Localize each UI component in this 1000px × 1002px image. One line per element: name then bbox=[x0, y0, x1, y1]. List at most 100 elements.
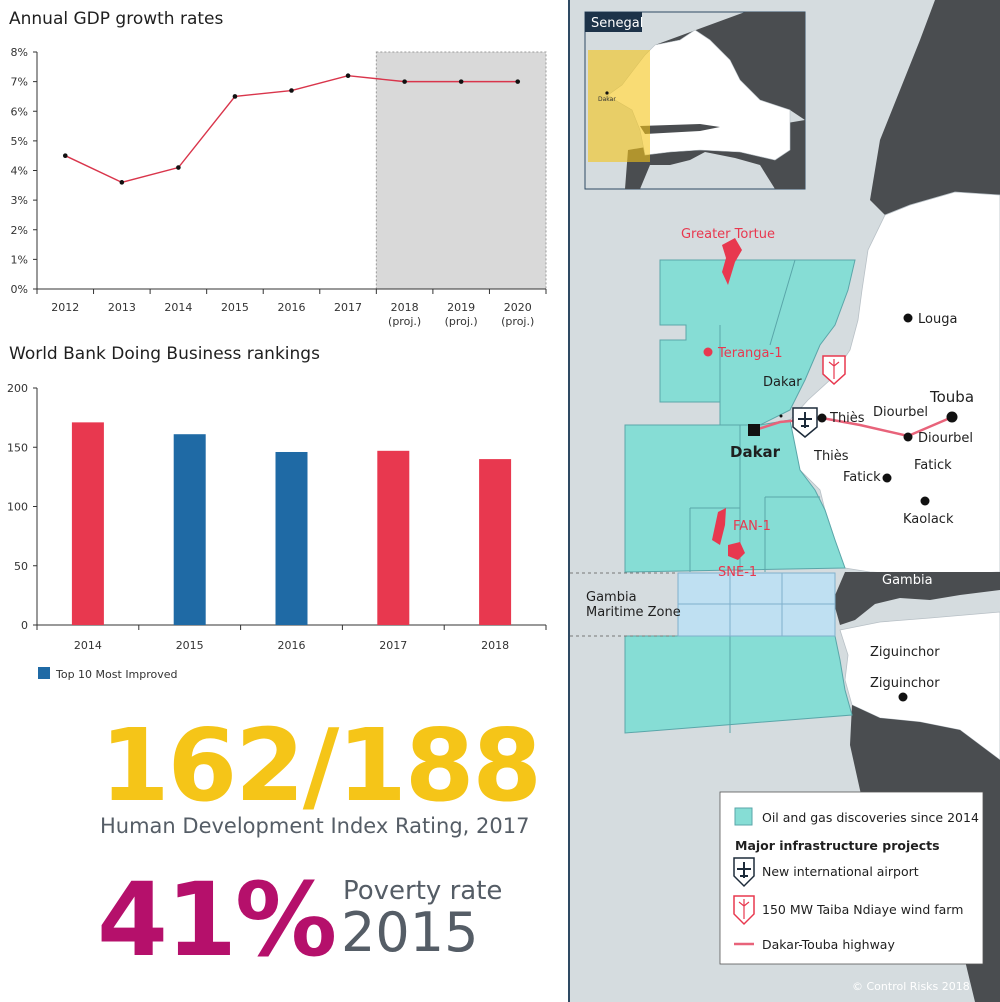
gdp-point bbox=[176, 165, 181, 170]
fatick-marker bbox=[882, 473, 892, 483]
bar-y-tick-label: 150 bbox=[7, 441, 28, 454]
gambia-zone-label-2: Maritime Zone bbox=[586, 605, 681, 620]
gdp-y-tick-label: 2% bbox=[11, 224, 28, 237]
gdp-point bbox=[515, 79, 521, 84]
ranking-bar bbox=[275, 451, 308, 625]
diourbel-label-2: Diourbel bbox=[918, 431, 973, 446]
senegal-land bbox=[769, 191, 1000, 576]
gdp-chart-title: Annual GDP growth rates bbox=[9, 9, 224, 29]
gdp-x-tick-label: 2013 bbox=[108, 301, 136, 314]
inset-highlight bbox=[588, 50, 650, 162]
gdp-y-tick-label: 0% bbox=[11, 283, 28, 296]
bar-x-tick-label: 2014 bbox=[74, 639, 102, 652]
gdp-x-tick-label: 2012 bbox=[51, 301, 79, 314]
bar-y-tick-label: 0 bbox=[21, 619, 28, 632]
gdp-x-tick-label: (proj.) bbox=[388, 315, 421, 328]
fatick-label-1: Fatick bbox=[843, 470, 881, 485]
fan-1-field bbox=[712, 508, 726, 545]
gambia-zone-label-1: Gambia bbox=[586, 590, 637, 605]
dakar-label: Dakar bbox=[730, 443, 781, 461]
diourbel-label-1: Diourbel bbox=[873, 405, 928, 420]
bar-x-tick-label: 2016 bbox=[278, 639, 306, 652]
legend-oil-label: Oil and gas discoveries since 2014 bbox=[762, 810, 979, 825]
thies-label-1: Thiès bbox=[829, 411, 865, 426]
ranking-bar bbox=[71, 422, 104, 625]
bar-x-tick-label: 2017 bbox=[379, 639, 407, 652]
kaolack-label: Kaolack bbox=[903, 512, 954, 527]
ranking-bar bbox=[377, 450, 410, 625]
poverty-year: 2015 bbox=[341, 901, 479, 964]
dakar-touba-highway bbox=[754, 416, 951, 438]
touba-label: Touba bbox=[929, 388, 974, 406]
poverty-label: Poverty rate bbox=[343, 876, 503, 906]
legend-oil-swatch bbox=[734, 807, 753, 826]
gdp-x-tick-label: 2019 bbox=[447, 301, 475, 314]
gdp-point bbox=[345, 73, 351, 78]
gdp-x-tick-label: 2016 bbox=[278, 301, 306, 314]
gambia-country-label: Gambia bbox=[882, 573, 933, 588]
panel-divider bbox=[568, 0, 570, 1002]
gdp-y-tick-label: 8% bbox=[11, 46, 28, 59]
sne-1-field bbox=[728, 542, 745, 560]
louga-marker bbox=[903, 313, 913, 323]
thies-marker bbox=[817, 413, 827, 423]
thies-label-2: Thiès bbox=[813, 449, 849, 464]
copyright: © Control Risks 2018 bbox=[852, 980, 970, 993]
gdp-y-tick-label: 5% bbox=[11, 135, 28, 148]
inset-dakar-label: Dakar bbox=[598, 96, 616, 103]
bar-y-tick-label: 200 bbox=[7, 382, 28, 395]
fan-1-label: FAN-1 bbox=[733, 519, 771, 534]
dakar-small-label: Dakar bbox=[763, 375, 802, 390]
inset-title: Senegal bbox=[591, 16, 643, 31]
gdp-point bbox=[62, 153, 68, 158]
legend-airport-icon bbox=[733, 857, 755, 888]
legend-wind-icon bbox=[733, 895, 755, 926]
wind-farm-map-icon bbox=[822, 355, 846, 386]
teranga-1-marker bbox=[703, 347, 713, 357]
hdi-label: Human Development Index Rating, 2017 bbox=[100, 814, 530, 838]
gdp-y-tick-label: 1% bbox=[11, 253, 28, 266]
bar-x-tick-label: 2018 bbox=[481, 639, 509, 652]
gdp-point bbox=[402, 79, 407, 84]
ranking-bar bbox=[173, 434, 206, 625]
hdi-value: 162/188 bbox=[100, 707, 542, 824]
ranking-chart-title: World Bank Doing Business rankings bbox=[9, 344, 320, 364]
inset-title-box bbox=[585, 12, 642, 32]
legend-swatch bbox=[38, 667, 50, 679]
legend-heading: Major infrastructure projects bbox=[735, 838, 940, 853]
bar-y-tick-label: 100 bbox=[7, 501, 28, 514]
louga-label: Louga bbox=[918, 312, 957, 327]
gdp-x-tick-label: (proj.) bbox=[445, 315, 478, 328]
gdp-line-chart: 0% 1% 2% 3% 4% 5% 6% 7% 8% 2012 2013 2014 2015 2016 20… bbox=[11, 46, 547, 328]
gdp-point bbox=[232, 94, 238, 99]
dakar-small-marker bbox=[779, 414, 783, 418]
gdp-y-tick-label: 7% bbox=[11, 76, 28, 89]
gdp-point bbox=[289, 88, 294, 93]
gdp-y-tick-label: 6% bbox=[11, 105, 28, 118]
gdp-x-tick-label: 2014 bbox=[164, 301, 192, 314]
projection-shade bbox=[375, 51, 547, 290]
kaolack-marker bbox=[920, 496, 930, 506]
ranking-bar bbox=[479, 459, 512, 625]
sne-1-label: SNE-1 bbox=[718, 565, 757, 580]
gdp-x-tick-label: 2017 bbox=[334, 301, 362, 314]
mauritania-land bbox=[870, 0, 1000, 215]
poverty-value: 41% bbox=[97, 861, 337, 980]
legend-airport-label: New international airport bbox=[762, 864, 919, 879]
legend-label: Top 10 Most Improved bbox=[55, 668, 178, 680]
oil-gas-blocks bbox=[624, 259, 856, 734]
airport-map-icon bbox=[792, 407, 818, 438]
ziguinchor-label-2: Ziguinchor bbox=[870, 676, 940, 691]
gdp-x-tick-label: 2015 bbox=[221, 301, 249, 314]
bar-y-tick-label: 50 bbox=[14, 560, 28, 573]
diourbel-marker bbox=[903, 432, 913, 442]
legend-wind-label: 150 MW Taiba Ndiaye wind farm bbox=[762, 902, 963, 917]
gdp-x-tick-label: 2018 bbox=[391, 301, 419, 314]
legend-highway-label: Dakar-Touba highway bbox=[762, 937, 895, 952]
inset-map: Senegal Dakar bbox=[584, 11, 806, 190]
fatick-label-2: Fatick bbox=[914, 458, 952, 473]
dakar-capital-marker bbox=[748, 424, 760, 436]
bar-x-tick-label: 2015 bbox=[176, 639, 204, 652]
teranga-1-label: Teranga-1 bbox=[717, 346, 782, 361]
ziguinchor-label-1: Ziguinchor bbox=[870, 645, 940, 660]
